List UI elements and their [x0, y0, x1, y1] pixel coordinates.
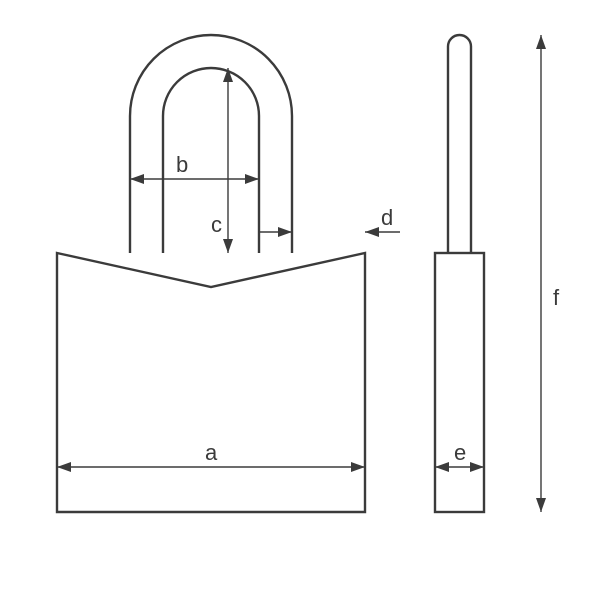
- arrowhead: [536, 498, 546, 512]
- shackle-side: [448, 35, 471, 253]
- arrowhead: [536, 35, 546, 49]
- arrowhead: [245, 174, 259, 184]
- arrowhead: [130, 174, 144, 184]
- dim-label-a: a: [205, 440, 218, 465]
- arrowhead: [435, 462, 449, 472]
- padlock-body-front: [57, 253, 365, 512]
- arrowhead: [351, 462, 365, 472]
- dim-label-b: b: [176, 152, 188, 177]
- arrowhead: [57, 462, 71, 472]
- dim-label-f: f: [553, 285, 560, 310]
- dim-label-e: e: [454, 440, 466, 465]
- dim-label-d: d: [381, 205, 393, 230]
- padlock-body-side: [435, 253, 484, 512]
- arrowhead: [223, 239, 233, 253]
- arrowhead: [365, 227, 379, 237]
- arrowhead: [470, 462, 484, 472]
- arrowhead: [278, 227, 292, 237]
- dim-label-c: c: [211, 212, 222, 237]
